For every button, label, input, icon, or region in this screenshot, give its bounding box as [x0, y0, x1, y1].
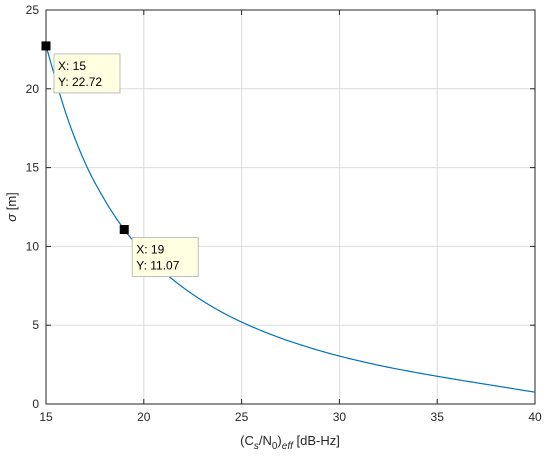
- y-tick-label: 5: [32, 318, 39, 332]
- datatip-y-text: Y: 11.07: [136, 259, 179, 273]
- datatips: X: 15 Y: 22.72 X: 19 Y: 11.07: [41, 41, 199, 278]
- datatip-marker[interactable]: [119, 225, 129, 235]
- y-tick-label: 20: [26, 82, 40, 96]
- y-axis-label: σ [m]: [4, 192, 19, 222]
- y-tick-label: 15: [26, 161, 40, 175]
- datatip-box: [53, 53, 121, 94]
- datatip-marker[interactable]: [41, 41, 51, 51]
- x-tick-label: 30: [333, 410, 347, 424]
- x-tick-label: 35: [431, 410, 445, 424]
- x-tick-label: 15: [39, 410, 53, 424]
- datatip-x-text: X: 19: [136, 243, 164, 257]
- datatip-y-text: Y: 22.72: [58, 75, 102, 89]
- datatip-box: [131, 237, 199, 278]
- plot-frame: [45, 9, 536, 405]
- y-tick-label: 10: [26, 239, 40, 253]
- y-tick-label: 25: [26, 3, 40, 17]
- ticks: 15 20 25 30 35 40 0 5 10 15 20 25: [26, 3, 542, 424]
- datatip[interactable]: X: 19 Y: 11.07: [119, 225, 199, 278]
- y-tick-label: 0: [32, 397, 39, 411]
- x-axis-label: (Cs/N0)eff [dB-Hz]: [240, 433, 340, 452]
- datatip[interactable]: X: 15 Y: 22.72: [41, 41, 121, 94]
- datatip-x-text: X: 15: [58, 59, 86, 73]
- x-tick-label: 25: [235, 410, 249, 424]
- x-tick-label: 20: [137, 410, 151, 424]
- plot-area: [46, 10, 535, 404]
- x-tick-label: 40: [528, 410, 542, 424]
- grid: [45, 9, 536, 405]
